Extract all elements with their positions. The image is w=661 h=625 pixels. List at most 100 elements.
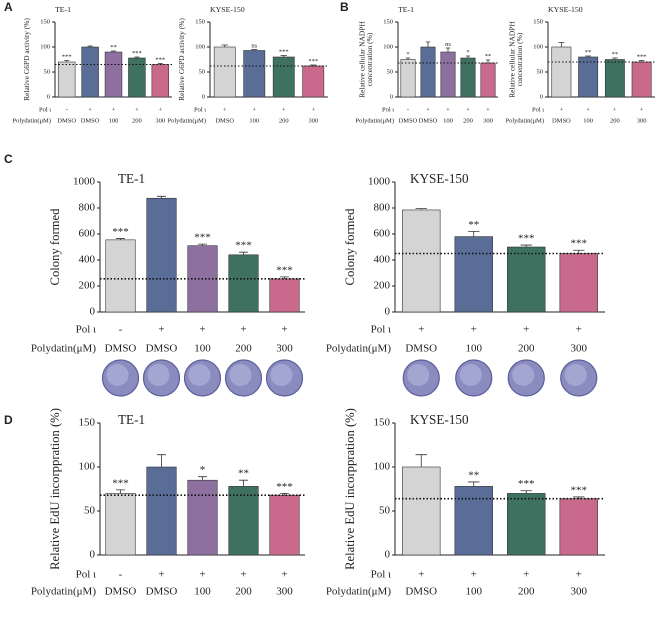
x-tick-label: DMSO bbox=[81, 117, 100, 124]
pol-label: + bbox=[281, 324, 287, 336]
y-axis-label: Relative cellular NADPH bbox=[357, 21, 366, 98]
error-bar bbox=[251, 49, 258, 51]
panel-letter: B bbox=[340, 0, 349, 14]
y-axis-label: concentration (%) bbox=[365, 32, 374, 86]
x-tick-label: 100 bbox=[466, 586, 483, 598]
y-tick-label: 0 bbox=[47, 93, 50, 100]
y-tick-label: 50 bbox=[84, 505, 96, 517]
y-tick-label: 0 bbox=[540, 93, 543, 100]
pol-label: + bbox=[135, 106, 139, 113]
x-tick-label: DMSO bbox=[552, 117, 571, 124]
pol-label: - bbox=[66, 106, 68, 113]
pol-label: + bbox=[199, 569, 205, 581]
significance-label: * bbox=[466, 49, 469, 56]
significance-label: *** bbox=[279, 48, 289, 55]
colony-dish-inner bbox=[106, 364, 129, 386]
error-bar bbox=[638, 60, 645, 62]
significance-label: *** bbox=[518, 233, 535, 245]
pol-label: + bbox=[471, 569, 477, 581]
significance-label: * bbox=[200, 464, 206, 476]
pol-label: + bbox=[486, 106, 490, 113]
pol-label: + bbox=[466, 106, 470, 113]
x-tick-label: DMSO bbox=[105, 586, 137, 598]
pol-label: + bbox=[613, 106, 617, 113]
bar bbox=[213, 46, 236, 98]
y-tick-label: 50 bbox=[379, 505, 391, 517]
pol-label: + bbox=[426, 106, 430, 113]
x-tick-label: 300 bbox=[637, 117, 647, 124]
y-tick-label: 150 bbox=[383, 18, 393, 25]
x-tick-label: 100 bbox=[443, 117, 453, 124]
bar bbox=[228, 254, 259, 313]
x-tick-label: 100 bbox=[249, 117, 259, 124]
pol-label: + bbox=[252, 106, 256, 113]
bar bbox=[187, 479, 218, 556]
y-tick-label: 100 bbox=[374, 461, 391, 473]
chart-title: TE-1 bbox=[55, 5, 71, 14]
error-bar bbox=[468, 231, 480, 237]
error-bar bbox=[611, 57, 618, 60]
bar bbox=[57, 61, 76, 98]
error-bar bbox=[221, 44, 228, 47]
significance-label: * bbox=[406, 51, 409, 58]
error-bar bbox=[116, 238, 125, 240]
panel-letter: D bbox=[4, 413, 13, 427]
significance-label: ** bbox=[585, 49, 592, 56]
error-bar bbox=[485, 59, 491, 63]
row-label: Pol ι bbox=[371, 324, 391, 336]
x-tick-label: 200 bbox=[610, 117, 620, 124]
y-tick-label: 100 bbox=[40, 43, 50, 50]
bar bbox=[151, 64, 170, 98]
bar bbox=[146, 466, 177, 556]
pol-label: - bbox=[119, 569, 123, 581]
y-tick-label: 800 bbox=[374, 202, 391, 214]
x-tick-label: DMSO bbox=[57, 117, 76, 124]
x-tick-label: 100 bbox=[583, 117, 593, 124]
colony-dish-inner bbox=[188, 364, 211, 386]
bar bbox=[105, 239, 136, 313]
x-tick-label: 200 bbox=[235, 586, 252, 598]
x-tick-label: DMSO bbox=[146, 343, 178, 355]
row-label: Pol ι bbox=[532, 106, 544, 113]
x-tick-label: 200 bbox=[518, 586, 535, 598]
y-tick-label: 200 bbox=[374, 280, 391, 292]
pol-label: + bbox=[576, 324, 582, 336]
y-tick-label: 150 bbox=[40, 18, 50, 25]
pol-label: + bbox=[240, 569, 246, 581]
row-label: Polydatin(μM) bbox=[505, 117, 544, 124]
y-tick-label: 150 bbox=[195, 18, 205, 25]
y-axis-label: concentration (%) bbox=[515, 32, 524, 86]
bar bbox=[454, 486, 493, 556]
error-bar bbox=[468, 481, 480, 487]
error-bar bbox=[280, 276, 289, 279]
x-tick-label: 300 bbox=[155, 117, 165, 124]
pol-label: + bbox=[576, 569, 582, 581]
error-bar bbox=[116, 489, 125, 494]
significance-label: *** bbox=[276, 481, 293, 493]
significance-label: *** bbox=[571, 484, 588, 496]
y-axis-label: Relative G6PD activity (%) bbox=[22, 18, 31, 101]
x-tick-label: 300 bbox=[276, 586, 293, 598]
chart-panel: B TE-1 0 50 100 150 Relative cellular NADPHcon… bbox=[340, 0, 498, 124]
pol-label: + bbox=[471, 324, 477, 336]
chart-panel: KYSE-150 0 50 100 150 Relative cellular NADPH… bbox=[505, 5, 655, 124]
error-bar bbox=[520, 490, 532, 494]
chart-panel: KYSE-150 0 200 400 600 800 1000 Colony formed Po… bbox=[326, 171, 605, 397]
error-bar bbox=[573, 496, 585, 499]
bar bbox=[559, 498, 598, 556]
y-tick-label: 0 bbox=[90, 306, 96, 318]
significance-label: ** bbox=[468, 469, 479, 481]
panel-letter: C bbox=[4, 152, 13, 166]
pol-label: + bbox=[560, 106, 564, 113]
pol-label: + bbox=[88, 106, 92, 113]
y-axis-label: Relative EdU incorppration (%) bbox=[48, 408, 62, 570]
colony-dish-inner bbox=[147, 364, 170, 386]
bar bbox=[302, 65, 325, 98]
row-label: Polydatin(μM) bbox=[326, 343, 392, 355]
x-tick-label: DMSO bbox=[405, 586, 437, 598]
y-tick-label: 50 bbox=[44, 68, 51, 75]
significance-label: ns bbox=[251, 42, 257, 49]
significance-label: *** bbox=[155, 56, 165, 63]
pol-label: + bbox=[158, 106, 162, 113]
bar bbox=[604, 59, 625, 98]
